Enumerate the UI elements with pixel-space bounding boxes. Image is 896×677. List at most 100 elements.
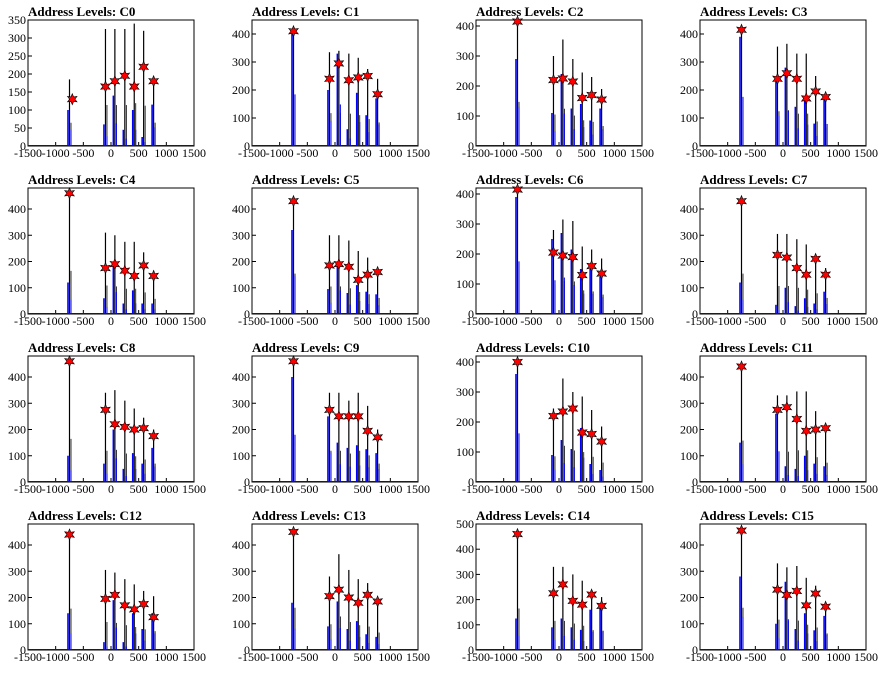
- x-tick-label: -500: [296, 482, 318, 496]
- y-tick-label: 200: [8, 423, 26, 437]
- star-marker: [810, 423, 822, 436]
- x-tick-label: 0: [780, 314, 786, 328]
- star-marker: [800, 268, 812, 281]
- chart-panel-15: Address Levels: C15 0 100 200 300 400 -1500 -10…: [680, 508, 878, 664]
- star-marker: [512, 183, 523, 196]
- x-tick-label: -1500: [14, 650, 42, 664]
- star-marker: [119, 420, 131, 434]
- y-tick-label: 400: [8, 202, 26, 216]
- star-marker: [148, 74, 160, 88]
- x-tick-label: -500: [72, 482, 94, 496]
- y-tick-label: 0: [692, 139, 698, 153]
- chart-title: Address Levels: C8: [28, 340, 136, 355]
- star-marker: [736, 360, 747, 373]
- chart-panel-11: Address Levels: C11 0 100 200 300 400 -1500 -10…: [680, 340, 878, 496]
- chart-title: Address Levels: C10: [476, 340, 590, 355]
- star-marker: [352, 273, 364, 287]
- y-tick-label: 300: [8, 228, 26, 242]
- y-tick-label: 0: [468, 139, 474, 153]
- x-tick-label: -1500: [462, 650, 490, 664]
- star-marker: [362, 424, 374, 438]
- star-marker: [362, 268, 374, 281]
- y-tick-label: 0: [20, 643, 26, 657]
- star-marker: [586, 427, 598, 441]
- y-tick-label: 100: [232, 449, 250, 463]
- y-tick-label: 100: [8, 103, 26, 117]
- star-marker: [557, 578, 569, 591]
- x-tick-label: 1500: [854, 650, 878, 664]
- x-tick-label: -1000: [266, 146, 294, 160]
- x-tick-label: -1500: [686, 314, 714, 328]
- x-tick-label: -1000: [42, 482, 70, 496]
- x-tick-label: 500: [354, 146, 372, 160]
- y-tick-label: 300: [680, 55, 698, 69]
- chart-title: Address Levels: C12: [28, 508, 142, 523]
- x-tick-label: -1500: [238, 482, 266, 496]
- y-tick-label: 250: [8, 49, 26, 63]
- y-tick-label: 100: [232, 617, 250, 631]
- y-tick-label: 300: [8, 396, 26, 410]
- chart-title: Address Levels: C4: [28, 172, 136, 187]
- star-marker: [323, 259, 335, 272]
- star-marker: [596, 599, 608, 613]
- star-marker: [333, 583, 345, 596]
- chart-panel-8: Address Levels: C8 0 100 200 300 400 -1500 -100…: [8, 340, 206, 496]
- y-tick-label: 400: [232, 202, 250, 216]
- star-marker: [343, 591, 355, 604]
- y-tick-label: 400: [680, 370, 698, 384]
- star-marker: [287, 194, 300, 208]
- x-tick-label: 1000: [378, 146, 402, 160]
- star-marker: [576, 426, 588, 439]
- chart-panel-7: Address Levels: C7 0 100 200 300 400 -1500 -100…: [680, 172, 878, 328]
- star-marker: [324, 72, 335, 86]
- y-tick-label: 100: [456, 109, 474, 123]
- chart-panel-14: Address Levels: C14 0 100 200 300 400 500 -1500…: [456, 508, 654, 664]
- y-tick-label: 200: [680, 83, 698, 97]
- star-marker: [567, 402, 579, 415]
- x-tick-label: -1000: [490, 146, 518, 160]
- x-tick-label: 1000: [826, 314, 850, 328]
- y-tick-label: 100: [456, 618, 474, 632]
- x-tick-label: -1500: [14, 314, 42, 328]
- star-marker: [148, 610, 160, 624]
- star-marker: [810, 252, 822, 266]
- x-tick-label: 0: [108, 314, 114, 328]
- star-marker: [820, 90, 832, 104]
- y-tick-label: 0: [692, 475, 698, 489]
- x-tick-label: 1000: [154, 146, 178, 160]
- y-tick-label: 350: [8, 13, 26, 27]
- plot-frame: [475, 355, 643, 483]
- x-tick-label: -500: [520, 314, 542, 328]
- x-tick-label: 0: [108, 650, 114, 664]
- x-tick-label: 500: [130, 650, 148, 664]
- y-tick-label: 100: [8, 617, 26, 631]
- chart-panel-5: Address Levels: C5 0 100 200 300 400 -1500 -100…: [232, 172, 430, 328]
- star-marker: [548, 587, 559, 600]
- y-tick-label: 400: [8, 538, 26, 552]
- y-tick-label: 400: [456, 542, 474, 556]
- plot-frame: [699, 355, 867, 483]
- x-tick-label: 1500: [854, 482, 878, 496]
- y-tick-label: 200: [232, 255, 250, 269]
- plot-frame: [699, 187, 867, 315]
- star-marker: [772, 72, 783, 86]
- y-tick-label: 300: [680, 564, 698, 578]
- star-marker: [352, 410, 364, 423]
- x-tick-label: -500: [296, 314, 318, 328]
- star-marker: [576, 91, 588, 105]
- x-tick-label: -1500: [462, 482, 490, 496]
- star-marker: [99, 261, 111, 275]
- x-tick-label: -1000: [266, 482, 294, 496]
- x-tick-label: 1500: [630, 314, 654, 328]
- x-tick-label: -1000: [490, 482, 518, 496]
- y-tick-label: 400: [232, 370, 250, 384]
- x-tick-label: 500: [578, 650, 596, 664]
- y-tick-label: 150: [8, 85, 26, 99]
- star-marker: [119, 599, 131, 612]
- x-tick-label: 1000: [378, 650, 402, 664]
- y-tick-label: 400: [456, 355, 474, 369]
- x-tick-label: -500: [744, 482, 766, 496]
- x-tick-label: -500: [520, 146, 542, 160]
- y-tick-label: 300: [456, 49, 474, 63]
- y-tick-label: 200: [680, 591, 698, 605]
